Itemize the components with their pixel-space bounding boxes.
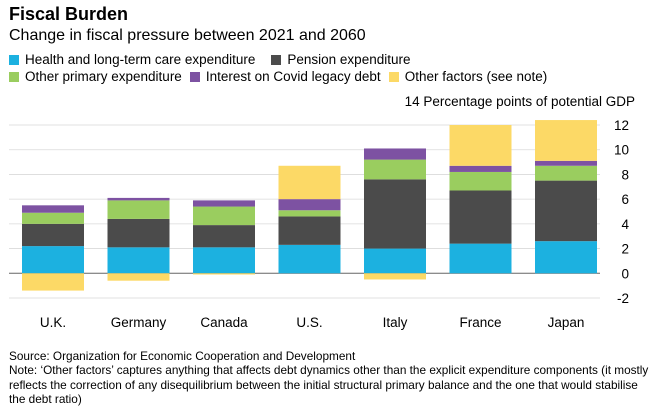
chart-title: Fiscal Burden xyxy=(9,4,129,24)
legend-row-2: Other primary expenditure Interest on Co… xyxy=(9,69,555,84)
bar-france-series-0 xyxy=(449,243,512,274)
bar-italy-series-2 xyxy=(364,159,426,180)
x-tick-label-us: U.S. xyxy=(296,315,322,330)
bar-france-series-1 xyxy=(449,190,512,244)
x-tick-label-germany: Germany xyxy=(111,315,167,330)
x-tick-label-uk: U.K. xyxy=(40,315,66,330)
legend-swatch-health xyxy=(9,54,19,65)
bar-germany-series-0 xyxy=(107,247,170,274)
x-tick-label-japan: Japan xyxy=(548,315,585,330)
x-tick-label-france: France xyxy=(459,315,501,330)
bar-france-series-4 xyxy=(449,125,512,166)
legend-row-1: Health and long-term care expenditure Pe… xyxy=(9,52,418,67)
x-tick-label-italy: Italy xyxy=(383,315,408,330)
bar-germany-series-4 xyxy=(107,273,170,281)
legend-label-covid: Interest on Covid legacy debt xyxy=(205,69,381,84)
bar-italy-series-3 xyxy=(364,148,426,160)
bar-uk-series-0 xyxy=(22,246,84,274)
y-tick-label-4: 4 xyxy=(621,217,629,232)
bar-japan-series-3 xyxy=(535,160,597,166)
bar-japan-series-0 xyxy=(535,241,597,274)
legend-swatch-covid xyxy=(189,71,200,82)
bar-italy-series-4 xyxy=(364,273,426,280)
bar-italy-series-0 xyxy=(364,248,426,274)
legend-item-covid: Interest on Covid legacy debt xyxy=(189,69,381,84)
legend-item-pension: Pension expenditure xyxy=(271,52,410,67)
bar-uk-series-3 xyxy=(22,205,84,213)
chart-subtitle: Change in fiscal pressure between 2021 a… xyxy=(9,27,366,44)
legend-label-pension: Pension expenditure xyxy=(287,52,411,67)
bar-us-series-4 xyxy=(278,165,341,200)
bar-japan-series-1 xyxy=(535,180,597,242)
footnote: Note: ‘Other factors’ captures anything … xyxy=(9,363,649,406)
bar-uk-series-2 xyxy=(22,212,84,224)
bar-canada-series-0 xyxy=(193,247,255,274)
bar-canada-series-4 xyxy=(193,273,255,275)
legend-swatch-other-factors xyxy=(388,71,399,82)
bar-japan-series-4 xyxy=(535,120,597,161)
legend-item-health: Health and long-term care expenditure xyxy=(9,52,255,67)
y-tick-label-8: 8 xyxy=(621,167,629,182)
bar-uk-series-4 xyxy=(22,273,84,291)
legend-item-other-primary: Other primary expenditure xyxy=(9,69,182,84)
y-tick-label-12: 12 xyxy=(614,118,629,133)
legend-item-other-factors: Other factors (see note) xyxy=(388,69,548,84)
bar-us-series-0 xyxy=(278,244,341,274)
legend-swatch-pension xyxy=(271,54,282,65)
bar-germany-series-1 xyxy=(107,218,170,248)
bar-us-series-2 xyxy=(278,210,341,217)
bar-canada-series-3 xyxy=(193,200,255,207)
y-tick-label-6: 6 xyxy=(621,192,629,207)
bar-uk-series-1 xyxy=(22,223,84,247)
source-note: Source: Organization for Economic Cooper… xyxy=(9,349,356,363)
bar-us-series-1 xyxy=(278,216,341,245)
bar-canada-series-1 xyxy=(193,225,255,248)
bar-us-series-3 xyxy=(278,199,341,211)
y-axis-title: 14 Percentage points of potential GDP xyxy=(405,94,635,109)
legend-swatch-other-primary xyxy=(9,71,19,82)
bar-france-series-2 xyxy=(449,171,512,191)
x-tick-label-canada: Canada xyxy=(200,315,248,330)
legend-label-other-primary: Other primary expenditure xyxy=(25,69,182,84)
y-tick-label--2: -2 xyxy=(617,291,629,306)
bar-italy-series-1 xyxy=(364,179,426,249)
bar-france-series-3 xyxy=(449,165,512,172)
legend-label-other-factors: Other factors (see note) xyxy=(404,69,548,84)
y-tick-label-10: 10 xyxy=(614,143,629,158)
y-tick-label-0: 0 xyxy=(621,266,629,281)
legend-label-health: Health and long-term care expenditure xyxy=(25,52,256,67)
y-tick-label-2: 2 xyxy=(621,242,629,257)
bar-germany-series-3 xyxy=(107,197,170,201)
bar-canada-series-2 xyxy=(193,206,255,226)
bar-germany-series-2 xyxy=(107,200,170,219)
bar-japan-series-2 xyxy=(535,165,597,181)
